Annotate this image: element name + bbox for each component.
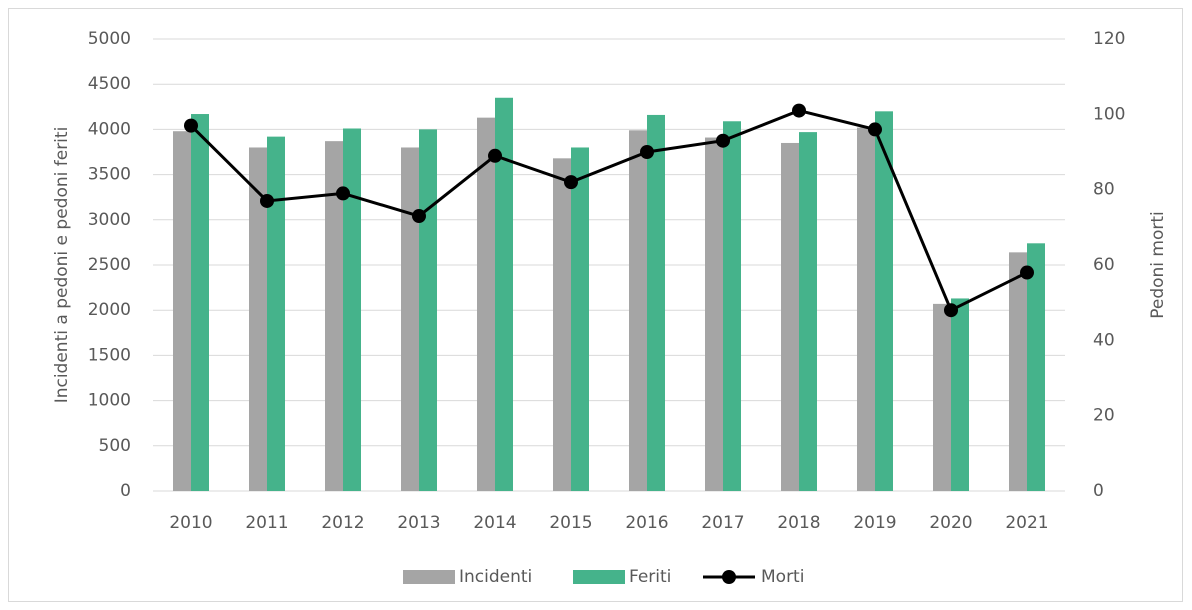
x-tick-label: 2019	[853, 513, 896, 533]
y2-axis-title: Pedoni morti	[1148, 211, 1168, 319]
bar	[857, 127, 875, 491]
bar	[191, 114, 209, 492]
y2-tick-label: 40	[1093, 330, 1115, 350]
bar	[477, 117, 495, 491]
marker	[564, 175, 578, 190]
x-tick-label: 2020	[929, 513, 972, 533]
legend-label: Morti	[761, 567, 804, 587]
bar	[571, 147, 589, 492]
bar	[781, 142, 799, 491]
y-tick-label: 500	[99, 436, 131, 456]
bar	[629, 130, 647, 491]
y-tick-label: 2500	[88, 255, 131, 275]
y-tick-label: 5000	[88, 29, 131, 49]
y-tick-label: 3000	[88, 210, 131, 230]
y-tick-label: 2000	[88, 300, 131, 320]
bar	[173, 131, 191, 491]
y-tick-label: 4000	[88, 119, 131, 139]
x-tick-label: 2011	[245, 513, 288, 533]
y2-tick-label: 120	[1093, 29, 1125, 49]
y2-tick-label: 80	[1093, 180, 1115, 200]
marker	[792, 103, 806, 118]
bar	[401, 147, 419, 492]
x-tick-label: 2014	[473, 513, 516, 533]
x-tick-label: 2021	[1005, 513, 1048, 533]
y2-tick-label: 60	[1093, 255, 1115, 275]
marker	[488, 148, 502, 163]
bar	[325, 141, 343, 492]
x-tick-label: 2015	[549, 513, 592, 533]
line	[189, 108, 1028, 313]
y-axis-title: Incidenti a pedoni e pedoni feriti	[52, 127, 72, 404]
bar	[723, 121, 741, 491]
legend-marker	[722, 570, 736, 584]
legend-label: Incidenti	[459, 567, 532, 587]
bar	[1027, 243, 1045, 491]
x-tick-label: 2016	[625, 513, 668, 533]
bar	[249, 147, 267, 492]
y2-tick-label: 20	[1093, 406, 1115, 426]
marker	[716, 133, 730, 148]
marker	[184, 118, 198, 133]
marker	[640, 145, 654, 159]
y-tick-label: 1000	[88, 391, 131, 411]
x-tick-label: 2012	[321, 513, 364, 533]
bar	[267, 136, 285, 491]
bar	[951, 298, 969, 491]
bar	[933, 303, 951, 491]
legend-swatch	[403, 570, 455, 584]
marker	[336, 186, 350, 201]
bar	[419, 129, 437, 491]
legend-swatch	[573, 570, 625, 584]
bar	[495, 97, 513, 491]
x-tick-label: 2013	[397, 513, 440, 533]
marker	[1020, 265, 1034, 280]
y2-tick-label: 0	[1093, 481, 1104, 501]
x-tick-label: 2018	[777, 513, 820, 533]
bar	[799, 132, 817, 491]
y-tick-label: 0	[120, 481, 131, 501]
marker	[412, 209, 426, 224]
bar	[875, 111, 893, 491]
y-tick-label: 1500	[88, 345, 131, 365]
marker	[944, 303, 958, 318]
bar	[1009, 252, 1027, 491]
legend-label: Feriti	[629, 567, 671, 587]
bar	[553, 158, 571, 491]
y-tick-label: 3500	[88, 165, 131, 185]
y2-tick-label: 100	[1093, 104, 1125, 124]
bar	[647, 114, 665, 491]
marker	[260, 193, 274, 208]
marker	[868, 122, 882, 137]
x-tick-label: 2017	[701, 513, 744, 533]
x-tick-label: 2010	[169, 513, 212, 533]
bar	[705, 137, 723, 491]
y-tick-label: 4500	[88, 74, 131, 94]
bar	[343, 128, 361, 491]
